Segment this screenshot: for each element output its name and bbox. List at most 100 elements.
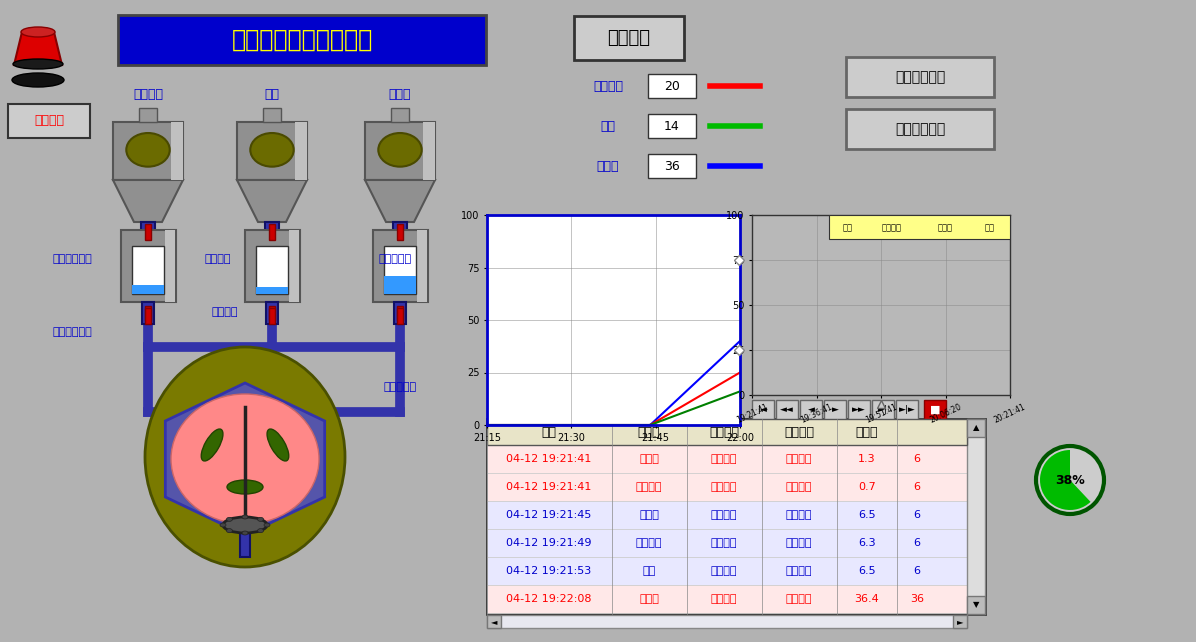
Text: 04-12 19:21:41: 04-12 19:21:41 <box>506 454 592 464</box>
Bar <box>397 306 403 320</box>
Text: ▼: ▼ <box>972 600 980 609</box>
Text: 报警界限修改: 报警界限修改 <box>895 70 945 84</box>
Bar <box>423 122 435 180</box>
Text: 报警产生: 报警产生 <box>786 594 812 604</box>
Text: 内容: 内容 <box>842 223 853 232</box>
Text: 6: 6 <box>914 566 921 576</box>
Bar <box>263 108 281 122</box>
Ellipse shape <box>226 528 232 533</box>
Text: 36: 36 <box>664 159 679 173</box>
Bar <box>384 246 416 294</box>
Text: ►: ► <box>957 618 963 627</box>
Text: 6.5: 6.5 <box>859 510 875 520</box>
Text: 20: 20 <box>664 80 681 92</box>
Bar <box>487 419 968 445</box>
Text: 糖浆: 糖浆 <box>642 566 655 576</box>
Bar <box>112 122 183 180</box>
Text: 果汁原浆: 果汁原浆 <box>636 482 663 492</box>
Ellipse shape <box>250 133 294 167</box>
Bar <box>487 473 968 501</box>
Bar <box>393 302 405 324</box>
Text: ►►: ►► <box>852 406 866 415</box>
Text: 纯净水: 纯净水 <box>639 510 659 520</box>
Text: 果汁原浆下料: 果汁原浆下料 <box>53 327 92 337</box>
Text: 当前值: 当前值 <box>856 426 878 438</box>
Ellipse shape <box>220 523 226 527</box>
Bar <box>141 222 155 250</box>
Bar <box>487 529 968 557</box>
Bar <box>968 596 986 614</box>
Text: 纯净水下料: 纯净水下料 <box>384 382 416 392</box>
Bar <box>648 74 696 98</box>
Text: 6: 6 <box>914 454 921 464</box>
Bar <box>269 224 275 240</box>
Bar <box>237 122 307 180</box>
Bar <box>848 400 869 420</box>
Text: 启动按钮: 启动按钮 <box>33 114 65 128</box>
Text: ►|: ►| <box>878 406 887 415</box>
Text: 纯净水: 纯净水 <box>639 454 659 464</box>
Text: 上限报警: 上限报警 <box>710 594 737 604</box>
Bar <box>165 230 175 302</box>
Bar <box>824 400 846 420</box>
Bar <box>132 285 164 294</box>
Ellipse shape <box>13 59 63 69</box>
Bar <box>121 230 176 302</box>
Ellipse shape <box>171 394 319 524</box>
Bar <box>487 557 968 585</box>
Text: 报警类型: 报警类型 <box>709 426 739 438</box>
Ellipse shape <box>22 27 55 37</box>
Ellipse shape <box>127 133 170 167</box>
Text: 04-12 19:21:53: 04-12 19:21:53 <box>506 566 592 576</box>
Bar <box>145 308 151 324</box>
Bar <box>752 400 774 420</box>
Text: 坐标范围: 坐标范围 <box>881 223 902 232</box>
Bar <box>142 302 154 324</box>
Text: 纯净水: 纯净水 <box>597 159 620 173</box>
Text: 果汁原浆: 果汁原浆 <box>636 538 663 548</box>
Text: 0.7: 0.7 <box>858 482 875 492</box>
Bar <box>846 109 994 149</box>
Text: 时间: 时间 <box>542 426 556 438</box>
Bar <box>487 419 986 614</box>
Text: 38%: 38% <box>1055 474 1085 487</box>
Ellipse shape <box>257 517 263 521</box>
Bar <box>872 400 893 420</box>
Bar <box>266 302 277 324</box>
Bar <box>269 308 275 324</box>
Wedge shape <box>1041 450 1091 510</box>
Bar <box>132 246 164 294</box>
Text: 糖浆上料: 糖浆上料 <box>205 254 231 264</box>
Text: 单位: 单位 <box>984 223 994 232</box>
Bar <box>487 585 968 613</box>
Text: 纯净水上料: 纯净水上料 <box>378 254 411 264</box>
Text: 当前值: 当前值 <box>938 223 953 232</box>
Ellipse shape <box>378 133 422 167</box>
Bar <box>139 108 157 122</box>
Bar <box>397 224 403 240</box>
Text: 报警结束: 报警结束 <box>786 566 812 576</box>
Bar <box>846 57 994 97</box>
Bar <box>829 215 1009 239</box>
Ellipse shape <box>267 429 288 461</box>
Text: 下限报警: 下限报警 <box>710 454 737 464</box>
Ellipse shape <box>145 347 344 567</box>
Text: 04-12 19:21:49: 04-12 19:21:49 <box>506 538 592 548</box>
Bar <box>648 154 696 178</box>
Text: ◄: ◄ <box>807 406 814 415</box>
Text: 04-12 19:22:08: 04-12 19:22:08 <box>506 594 592 604</box>
Bar <box>289 230 299 302</box>
Text: 糖浆: 糖浆 <box>264 87 280 101</box>
Bar <box>245 230 300 302</box>
Bar <box>487 615 968 628</box>
Bar <box>953 615 968 628</box>
Bar <box>240 527 250 557</box>
Text: 14: 14 <box>664 119 679 132</box>
Bar <box>417 230 427 302</box>
Text: 饮料自动混合控制系统: 饮料自动混合控制系统 <box>231 28 373 52</box>
Text: 果汁原浆: 果汁原浆 <box>133 87 163 101</box>
Bar <box>384 276 416 294</box>
Ellipse shape <box>222 517 267 533</box>
Text: 对象名: 对象名 <box>637 426 660 438</box>
Bar <box>800 400 822 420</box>
